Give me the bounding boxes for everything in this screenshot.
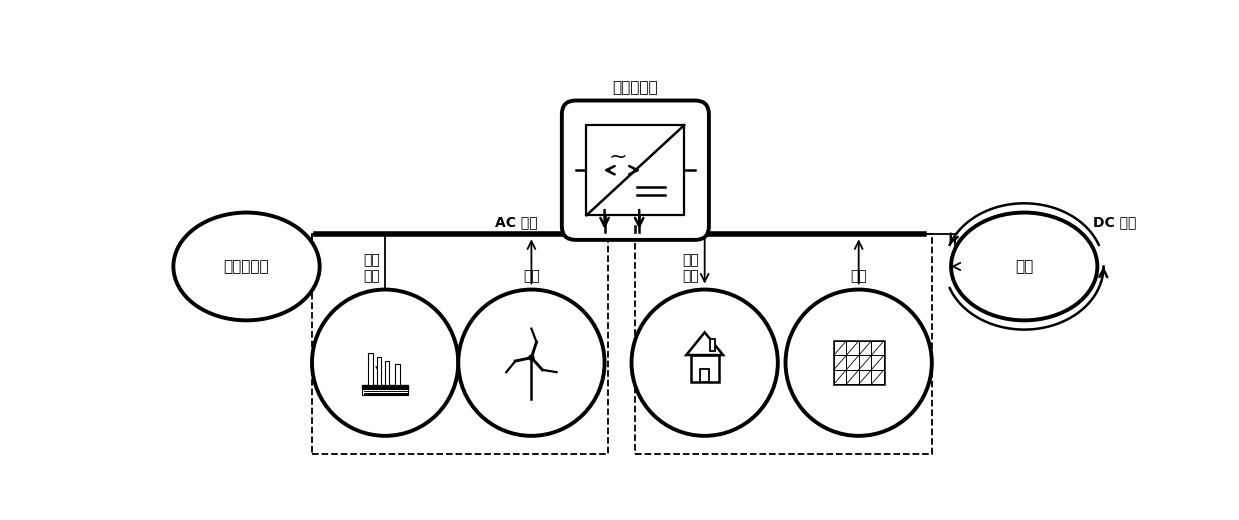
Text: 光伏: 光伏: [850, 269, 867, 283]
Bar: [834, 341, 883, 384]
Text: 直流
负荷: 直流 负荷: [683, 253, 699, 283]
Bar: [636, 234, 932, 453]
Text: 储能: 储能: [1015, 259, 1033, 274]
Polygon shape: [686, 332, 724, 355]
Bar: [312, 234, 608, 453]
Bar: [395, 364, 399, 385]
Circle shape: [632, 290, 778, 436]
Circle shape: [529, 355, 534, 360]
Ellipse shape: [952, 213, 1098, 320]
Circle shape: [458, 290, 605, 436]
Bar: [710, 340, 715, 351]
Bar: [846, 356, 859, 370]
Circle shape: [312, 290, 458, 436]
Text: 风机: 风机: [523, 269, 540, 283]
Bar: [859, 356, 871, 370]
Text: AC 母线: AC 母线: [496, 215, 538, 229]
FancyBboxPatch shape: [561, 100, 709, 240]
Bar: [846, 341, 859, 356]
Text: 交流
负荷: 交流 负荷: [363, 253, 379, 283]
Text: DC 母线: DC 母线: [1093, 215, 1136, 229]
Bar: [368, 353, 373, 385]
Bar: [871, 356, 883, 370]
Ellipse shape: [173, 213, 320, 320]
Bar: [385, 360, 389, 385]
Bar: [846, 370, 859, 384]
Bar: [700, 369, 709, 382]
Bar: [834, 356, 846, 370]
Bar: [362, 385, 408, 389]
Text: ~: ~: [610, 146, 628, 166]
Bar: [690, 355, 719, 382]
Bar: [871, 341, 883, 356]
Bar: [871, 370, 883, 384]
Bar: [377, 357, 380, 385]
Bar: [362, 389, 408, 395]
Bar: [586, 125, 684, 215]
Circle shape: [786, 290, 932, 436]
Bar: [834, 370, 846, 384]
Text: 柴油发电机: 柴油发电机: [224, 259, 269, 274]
Bar: [859, 341, 871, 356]
Text: 双向换流器: 双向换流器: [612, 80, 658, 95]
Bar: [834, 341, 846, 356]
Bar: [859, 370, 871, 384]
